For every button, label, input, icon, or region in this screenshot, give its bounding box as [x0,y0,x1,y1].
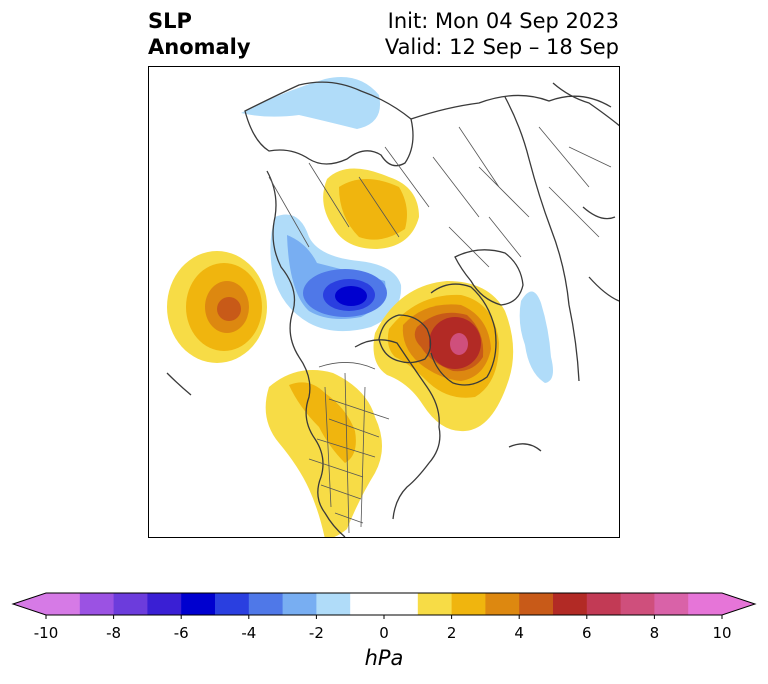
colorbar-segments [46,593,723,615]
colorbar-segment [451,593,486,615]
anomaly-gulf-of-alaska-high [167,251,267,363]
colorbar-tick-label: 8 [649,624,660,642]
colorbar-segment [519,593,554,615]
colorbar-segment [417,593,453,615]
title-line-1: SLP [148,9,192,33]
colorbar-segment [688,593,723,615]
colorbar-segment [350,593,419,615]
anomaly-arctic-high [323,168,419,249]
colorbar-tick-label: 2 [446,624,457,642]
colorbar-tick-label: 10 [712,624,732,642]
colorbar-segment [46,593,81,615]
colorbar-extend-max [722,593,755,615]
colorbar-segment [113,593,148,615]
anomaly-map [148,66,620,538]
map-title: SLP Anomaly [148,8,251,60]
colorbar-segment [620,593,655,615]
init-date-label: Init: Mon 04 Sep 2023 [387,9,619,33]
colorbar-tick-label: -10 [33,624,59,642]
colorbar-ticks [45,615,723,619]
title-line-2: Anomaly [148,35,251,59]
colorbar-segment [248,593,284,615]
colorbar-extend-min [13,593,46,615]
colorbar-tick-label: 6 [582,624,592,642]
anomaly-beaufort-low [270,214,402,332]
date-info: Init: Mon 04 Sep 2023 Valid: 12 Sep – 18… [385,8,619,60]
anomaly-western-us-high [265,370,382,537]
coastlines [166,81,619,537]
anomaly-arctic-low [241,77,381,129]
colorbar-tick-label: -8 [106,624,122,642]
colorbar [11,592,757,619]
colorbar-segment [147,593,182,615]
colorbar-segment [316,593,351,615]
colorbar-segment [553,593,588,615]
colorbar-unit-label: hPa [364,646,404,670]
colorbar-tick-label: 0 [379,624,389,642]
anomaly-atlantic-low [519,291,553,383]
political-borders [268,126,612,534]
colorbar-tick-label: -6 [173,624,189,642]
colorbar-segment [485,593,520,615]
colorbar-segment [282,593,317,615]
colorbar-tick-label: 4 [514,624,524,642]
colorbar-segment [586,593,622,615]
map-canvas [166,77,619,537]
colorbar-tick-label: -4 [241,624,257,642]
colorbar-segment [79,593,115,615]
colorbar-segment [181,593,216,615]
colorbar-segment [215,593,250,615]
valid-range-label: Valid: 12 Sep – 18 Sep [384,35,619,59]
colorbar-segment [654,593,689,615]
colorbar-tick-label: -2 [308,624,324,642]
